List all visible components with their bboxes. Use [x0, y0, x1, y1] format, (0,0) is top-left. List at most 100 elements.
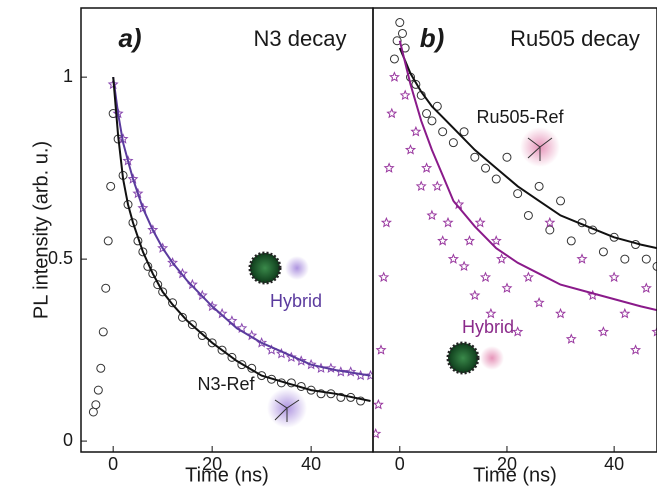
data-point — [397, 28, 407, 38]
data-point — [325, 362, 337, 373]
data-point — [437, 235, 449, 246]
icon-ref-b — [520, 127, 560, 167]
data-point — [485, 307, 497, 319]
data-point — [422, 109, 432, 119]
data-point — [544, 216, 556, 228]
data-point — [490, 235, 502, 246]
y-tick-label: 0 — [63, 430, 73, 450]
icon-ref-a — [267, 388, 307, 428]
x-tick-label: 40 — [301, 454, 321, 474]
data-point — [392, 36, 402, 46]
data-point — [378, 271, 390, 283]
data-point — [534, 181, 544, 191]
data-point — [421, 162, 433, 173]
data-point — [608, 271, 620, 283]
data-point — [383, 162, 395, 173]
x-tick-label: 20 — [497, 454, 517, 474]
data-point — [438, 127, 448, 137]
data-point — [474, 216, 486, 228]
x-tick-label: 0 — [108, 454, 118, 474]
data-point — [565, 333, 577, 344]
data-point — [481, 163, 491, 173]
data-point — [426, 209, 438, 221]
plot-area — [88, 76, 373, 417]
fit-line — [112, 76, 371, 377]
data-point — [404, 144, 417, 155]
annotation: Hybrid — [270, 291, 322, 311]
data-point — [389, 54, 399, 64]
data-point — [598, 247, 608, 257]
annotation: Ru505-Ref — [476, 107, 564, 127]
data-point — [167, 256, 179, 268]
y-tick-label: 0.5 — [48, 248, 73, 268]
data-point — [410, 125, 422, 137]
data-point — [415, 180, 427, 192]
data-point — [96, 363, 106, 373]
fit-line — [398, 40, 657, 312]
data-point — [285, 351, 297, 363]
data-point — [103, 236, 113, 246]
data-point — [93, 385, 103, 395]
data-point — [523, 210, 533, 220]
data-point — [652, 261, 657, 271]
data-point — [388, 71, 400, 82]
data-point — [458, 260, 470, 272]
data-point — [556, 196, 566, 206]
data-point — [101, 283, 111, 293]
icon-hybrid-b — [446, 341, 504, 375]
data-point — [470, 152, 480, 162]
annotation: N3-Ref — [197, 374, 255, 394]
x-tick-label: 0 — [395, 454, 405, 474]
data-point — [373, 398, 384, 410]
data-point — [502, 152, 512, 162]
y-tick-label: 1 — [63, 66, 73, 86]
data-point — [427, 116, 437, 126]
annotation: Hybrid — [462, 317, 514, 337]
data-point — [380, 216, 392, 228]
data-point — [91, 400, 101, 410]
data-point — [566, 236, 576, 246]
data-point — [491, 174, 501, 184]
data-point — [463, 235, 475, 246]
data-point — [619, 307, 631, 319]
data-point — [345, 366, 357, 377]
data-point — [479, 271, 492, 283]
data-point — [512, 326, 524, 337]
data-point — [597, 326, 609, 337]
data-point — [98, 327, 108, 337]
data-point — [375, 344, 387, 355]
data-point — [448, 138, 458, 148]
panel-title: Ru505 decay — [510, 26, 640, 51]
panel-title: N3 decay — [254, 26, 347, 51]
data-point — [432, 101, 442, 111]
data-point — [555, 307, 567, 319]
y-axis-label: PL intensity (arb. u.) — [30, 141, 52, 319]
data-point — [620, 254, 630, 264]
data-point — [206, 300, 218, 312]
x-axis-label: Time (ns) — [185, 464, 269, 486]
plot-frame — [372, 7, 657, 453]
data-point — [576, 253, 588, 264]
fit-line — [112, 77, 371, 402]
data-point — [431, 180, 443, 192]
data-point — [496, 253, 508, 264]
icon-hybrid-a — [248, 251, 309, 285]
data-point — [513, 189, 523, 199]
panel-label: a) — [118, 23, 141, 53]
data-point — [106, 181, 116, 191]
data-point — [640, 282, 652, 293]
data-point — [177, 312, 187, 322]
data-point — [651, 326, 657, 337]
x-tick-label: 40 — [604, 454, 624, 474]
data-point — [386, 107, 398, 119]
data-point — [399, 89, 411, 101]
data-point — [469, 289, 481, 301]
x-axis-label: Time (ns) — [473, 464, 557, 486]
data-point — [373, 427, 382, 439]
panel-label: b) — [420, 23, 445, 53]
data-point — [545, 225, 555, 235]
data-point — [442, 216, 454, 228]
data-point — [447, 253, 459, 264]
